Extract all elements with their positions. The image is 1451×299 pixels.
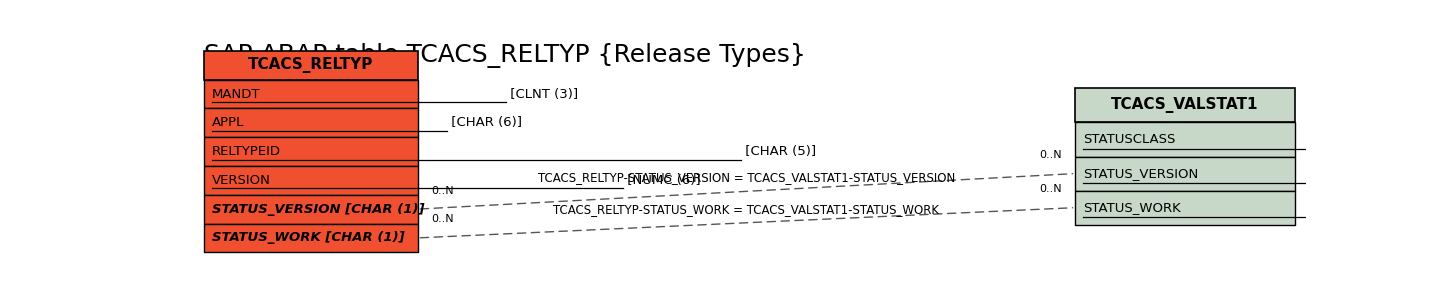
FancyBboxPatch shape: [203, 51, 418, 80]
Text: STATUS_VERSION: STATUS_VERSION: [1084, 167, 1199, 180]
Text: SAP ABAP table TCACS_RELTYP {Release Types}: SAP ABAP table TCACS_RELTYP {Release Typ…: [203, 43, 805, 68]
FancyBboxPatch shape: [203, 166, 418, 195]
Text: 0..N: 0..N: [431, 186, 454, 196]
Text: STATUS_VERSION [CHAR (1)]: STATUS_VERSION [CHAR (1)]: [212, 203, 424, 216]
Text: STATUS_WORK: STATUS_WORK: [1084, 201, 1181, 214]
FancyBboxPatch shape: [203, 195, 418, 224]
Text: [CHAR (6)]: [CHAR (6)]: [447, 116, 522, 129]
FancyBboxPatch shape: [203, 224, 418, 252]
Text: MANDT: MANDT: [212, 88, 260, 100]
Text: [NUMC (6)]: [NUMC (6)]: [622, 174, 701, 187]
Text: TCACS_RELTYP-STATUS_WORK = TCACS_VALSTAT1-STATUS_WORK: TCACS_RELTYP-STATUS_WORK = TCACS_VALSTAT…: [553, 203, 939, 216]
FancyBboxPatch shape: [203, 80, 418, 109]
Text: TCACS_RELTYP: TCACS_RELTYP: [248, 57, 373, 73]
Text: 0..N: 0..N: [1039, 150, 1062, 160]
Text: VERSION: VERSION: [212, 174, 271, 187]
FancyBboxPatch shape: [1075, 190, 1294, 225]
Text: STATUSCLASS: STATUSCLASS: [1084, 133, 1175, 146]
Text: STATUS_WORK [CHAR (1)]: STATUS_WORK [CHAR (1)]: [212, 231, 405, 244]
Text: RELTYPEID: RELTYPEID: [212, 145, 280, 158]
FancyBboxPatch shape: [203, 109, 418, 137]
FancyBboxPatch shape: [203, 137, 418, 166]
Text: [CLNT (3)]: [CLNT (3)]: [505, 88, 577, 100]
FancyBboxPatch shape: [1075, 156, 1294, 190]
Text: TCACS_RELTYP-STATUS_VERSION = TCACS_VALSTAT1-STATUS_VERSION: TCACS_RELTYP-STATUS_VERSION = TCACS_VALS…: [538, 171, 955, 184]
FancyBboxPatch shape: [1075, 89, 1294, 123]
Text: 0..N: 0..N: [431, 214, 454, 225]
Text: [CHAR (5)]: [CHAR (5)]: [740, 145, 815, 158]
FancyBboxPatch shape: [1075, 123, 1294, 156]
Text: TCACS_VALSTAT1: TCACS_VALSTAT1: [1111, 97, 1259, 113]
Text: APPL: APPL: [212, 116, 244, 129]
Text: 0..N: 0..N: [1039, 184, 1062, 194]
